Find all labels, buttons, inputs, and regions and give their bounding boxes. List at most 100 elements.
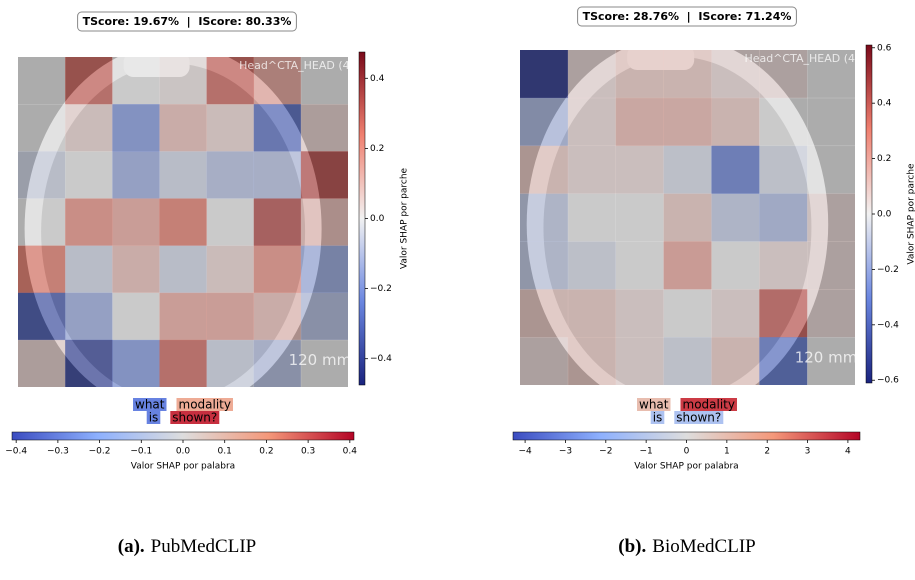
shap-patch xyxy=(567,289,617,338)
shap-patch xyxy=(206,339,255,387)
tick-label: 0.2 xyxy=(877,154,891,164)
shap-patch xyxy=(520,145,569,194)
tick-label: 4 xyxy=(845,447,851,457)
word-highlight xyxy=(146,411,161,424)
shap-patch xyxy=(663,50,712,99)
shap-patch xyxy=(711,145,760,194)
shap-patch xyxy=(65,292,113,341)
shap-patch xyxy=(615,337,664,385)
shap-patch xyxy=(567,145,617,194)
shap-patch xyxy=(759,97,808,147)
shap-patch xyxy=(520,193,569,242)
image-text: Head^CTA_HEAD (4 xyxy=(239,59,350,72)
word: modality xyxy=(683,398,735,412)
colorbar-label: Valor SHAP por parche xyxy=(400,167,410,269)
shap-patch xyxy=(663,193,712,242)
caption: (b). BioMedCLIP xyxy=(618,536,755,557)
shap-patch xyxy=(18,245,66,294)
tick-label: 0.0 xyxy=(176,447,191,457)
word: shown? xyxy=(676,411,721,425)
shap-patch xyxy=(65,151,113,199)
word-colorbar xyxy=(512,431,861,441)
word: shown? xyxy=(172,411,217,425)
shap-patch xyxy=(520,289,569,338)
score-box xyxy=(577,6,797,27)
shap-patch xyxy=(711,97,760,147)
shap-patch xyxy=(112,339,160,387)
shap-patch xyxy=(300,57,348,105)
shap-patch xyxy=(253,339,302,387)
tick-label: −0.2 xyxy=(89,447,111,457)
shap-patch xyxy=(159,104,207,152)
shap-patch xyxy=(520,50,569,99)
tick-label: −0.4 xyxy=(370,354,392,364)
shap-patch xyxy=(65,339,113,387)
tick-label: 0.2 xyxy=(370,144,384,154)
shap-patch xyxy=(567,337,617,385)
tick-label: 0.6 xyxy=(877,43,892,53)
tick-label: 2 xyxy=(764,447,770,457)
shap-patch xyxy=(759,289,808,338)
shap-patch xyxy=(18,339,66,387)
caption: (a). PubMedCLIP xyxy=(118,536,256,557)
shap-patch xyxy=(206,292,255,341)
image-text: 120 mm xyxy=(289,351,352,369)
shap-patch xyxy=(112,57,160,105)
colorbar-label: Valor SHAP por palabra xyxy=(634,462,738,472)
shap-patch xyxy=(807,97,855,147)
tick-label: 0.4 xyxy=(877,99,892,109)
tick-label: −0.4 xyxy=(5,447,27,457)
word-colorbar xyxy=(11,431,355,441)
shap-patch xyxy=(18,198,66,246)
shap-patch xyxy=(300,198,348,246)
tick-label: −0.1 xyxy=(130,447,152,457)
patch-colorbar xyxy=(358,51,366,386)
shap-patch xyxy=(159,57,207,105)
shap-patch xyxy=(807,337,855,385)
score-label: TScore: 28.76% | IScore: 71.24% xyxy=(583,10,792,23)
shap-patch xyxy=(65,245,113,294)
shap-patch xyxy=(253,198,302,246)
tick-label: −0.4 xyxy=(877,320,899,330)
shap-patch xyxy=(18,104,66,152)
shap-patch xyxy=(65,57,113,105)
shap-patch xyxy=(615,50,664,99)
shap-patch xyxy=(759,193,808,242)
word-highlight xyxy=(650,411,665,424)
shap-patch xyxy=(253,151,302,199)
colorbar-label: Valor SHAP por palabra xyxy=(131,462,235,472)
word: modality xyxy=(179,398,231,412)
shap-patch xyxy=(206,104,255,152)
shap-patch xyxy=(206,245,255,294)
tick-label: 0.4 xyxy=(370,74,385,84)
shap-patch xyxy=(615,193,664,242)
shap-patch xyxy=(159,292,207,341)
shap-patch xyxy=(253,292,302,341)
score-box xyxy=(77,11,297,32)
word-highlight xyxy=(176,398,233,411)
tick-label: −3 xyxy=(559,447,572,457)
word: what xyxy=(135,398,165,412)
tick-label: 0.3 xyxy=(301,447,315,457)
shap-patch xyxy=(300,339,348,387)
tick-label: −0.6 xyxy=(877,376,899,386)
word: what xyxy=(639,398,669,412)
shap-patch xyxy=(253,245,302,294)
image-text: Head^CTA_HEAD (4 xyxy=(744,52,855,65)
shap-patch xyxy=(615,145,664,194)
tick-label: 0 xyxy=(684,447,690,457)
shap-patch xyxy=(65,198,113,246)
patch-colorbar xyxy=(865,44,873,384)
shap-patch xyxy=(711,241,760,290)
shap-patch xyxy=(206,57,255,105)
caption-name: BioMedCLIP xyxy=(652,536,755,557)
shap-patch xyxy=(112,245,160,294)
word-highlight xyxy=(674,411,724,424)
tick-label: −4 xyxy=(518,447,532,457)
shap-patch xyxy=(663,289,712,338)
shap-patch xyxy=(300,104,348,152)
shap-patch xyxy=(18,151,66,199)
tick-label: 0.4 xyxy=(343,447,358,457)
shap-patch xyxy=(711,193,760,242)
shap-patch xyxy=(206,151,255,199)
